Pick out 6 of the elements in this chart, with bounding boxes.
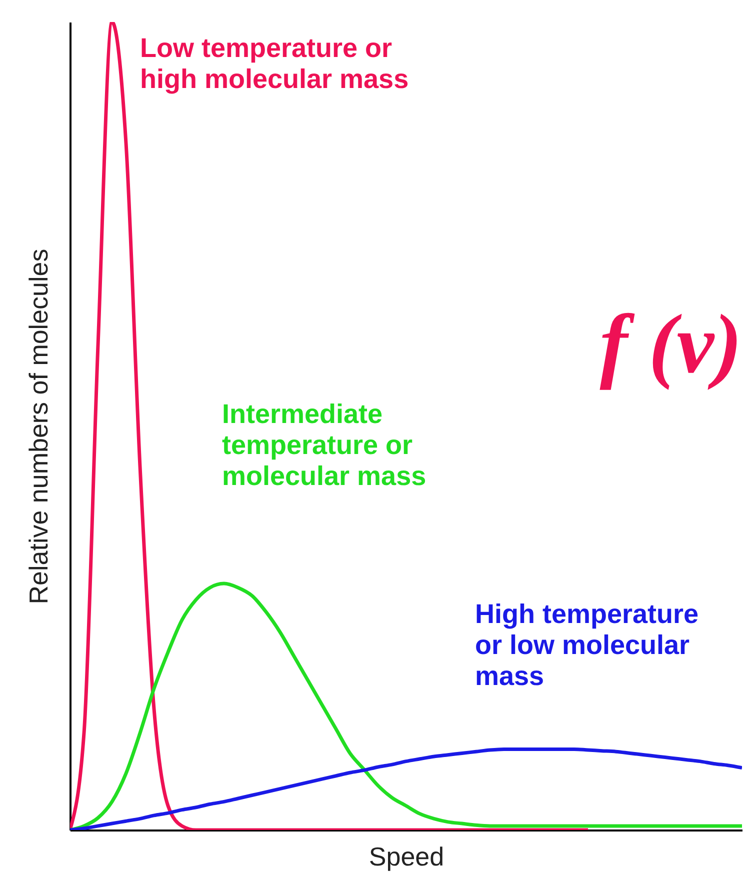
text: Intermediate temperature or molecular mass — [222, 399, 426, 491]
series-label: Low temperature or high molecular mass — [140, 33, 409, 94]
y-axis-title: Relative numbers of molecules — [24, 248, 54, 604]
annotation: f (v) — [600, 298, 742, 391]
x-axis-title: Speed — [368, 842, 444, 872]
text: High temperature or low molecular mass — [475, 599, 699, 691]
